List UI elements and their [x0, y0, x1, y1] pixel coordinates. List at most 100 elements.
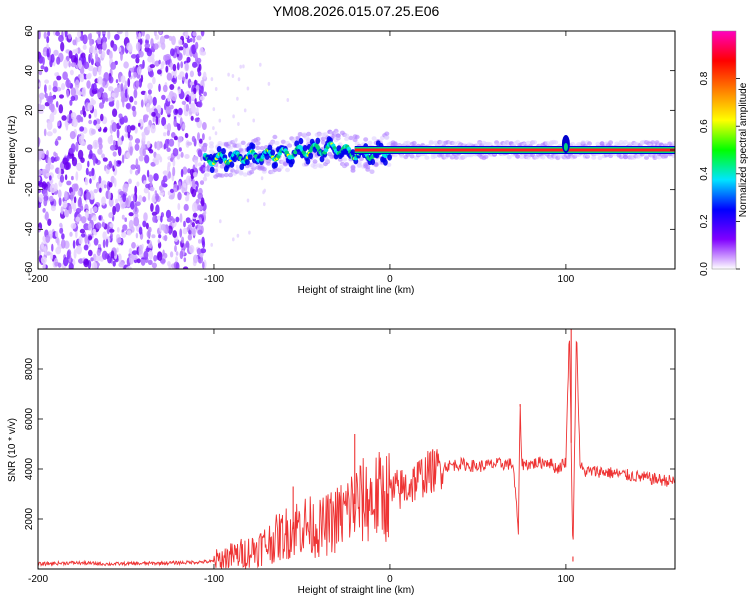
- noise-speck: [148, 260, 153, 265]
- noise-speck: [79, 126, 84, 131]
- noise-speck: [192, 179, 195, 189]
- noise-speck: [183, 221, 186, 228]
- noise-speck: [147, 141, 151, 148]
- track-halo: [598, 156, 603, 160]
- noise-speck: [170, 251, 173, 257]
- noise-speck: [209, 136, 212, 140]
- noise-speck: [184, 204, 189, 211]
- noise-speck: [112, 206, 116, 215]
- track-halo: [412, 141, 417, 145]
- noise-speck: [193, 213, 198, 218]
- colorbar-tick-label: 0.6: [699, 119, 710, 133]
- noise-speck: [113, 140, 116, 146]
- noise-speck: [201, 197, 205, 206]
- noise-speck: [37, 176, 41, 181]
- noise-speck: [110, 233, 113, 239]
- noise-speck: [147, 125, 150, 131]
- track-halo: [275, 141, 280, 145]
- noise-speck: [75, 142, 78, 152]
- noise-speck: [59, 94, 64, 98]
- noise-speck: [86, 80, 90, 89]
- snr-y-label: SNR (10 * v/v): [7, 418, 18, 482]
- noise-speck: [199, 217, 202, 223]
- noise-speck: [83, 44, 87, 50]
- noise-speck: [74, 196, 77, 203]
- noise-speck: [79, 236, 83, 245]
- noise-speck: [65, 28, 68, 38]
- noise-speck: [109, 76, 114, 83]
- noise-speck: [88, 235, 92, 240]
- noise-speck: [109, 229, 115, 233]
- track-halo: [507, 155, 512, 159]
- noise-speck: [63, 59, 68, 68]
- noise-speck: [142, 148, 146, 156]
- noise-speck: [65, 79, 71, 88]
- noise-speck: [72, 184, 78, 190]
- noise-speck: [78, 136, 84, 145]
- noise-speck: [186, 241, 190, 249]
- noise-speck: [172, 218, 175, 223]
- noise-speck: [67, 155, 70, 162]
- track-halo: [256, 141, 261, 145]
- noise-speck: [42, 57, 45, 66]
- noise-speck: [174, 70, 177, 78]
- noise-speck: [102, 222, 105, 228]
- noise-speck: [126, 198, 129, 206]
- noise-speck: [125, 31, 129, 39]
- noise-speck: [97, 249, 101, 256]
- noise-speck: [122, 98, 124, 108]
- noise-speck: [39, 70, 43, 75]
- noise-speck: [203, 177, 207, 182]
- noise-speck: [189, 96, 192, 105]
- noise-speck: [196, 107, 199, 115]
- noise-speck: [110, 145, 116, 151]
- noise-speck: [122, 193, 126, 202]
- noise-speck: [158, 239, 160, 243]
- noise-speck: [172, 167, 175, 177]
- noise-speck: [50, 252, 53, 260]
- noise-speck: [263, 202, 266, 206]
- noise-speck: [197, 248, 201, 255]
- noise-speck: [75, 217, 80, 222]
- noise-speck: [201, 237, 204, 246]
- noise-speck: [53, 128, 57, 133]
- noise-speck: [227, 73, 230, 77]
- noise-speck: [37, 227, 41, 232]
- noise-speck: [183, 47, 186, 55]
- noise-speck: [100, 114, 104, 121]
- noise-speck: [58, 189, 62, 198]
- noise-speck: [168, 171, 171, 179]
- noise-speck: [167, 162, 170, 168]
- noise-speck: [47, 48, 50, 57]
- noise-speck: [113, 44, 118, 52]
- noise-speck: [212, 126, 215, 130]
- noise-speck: [120, 51, 123, 61]
- noise-speck: [91, 129, 96, 135]
- noise-speck: [88, 171, 92, 176]
- track-halo: [355, 135, 360, 139]
- noise-speck: [127, 78, 130, 87]
- noise-speck: [183, 183, 186, 188]
- noise-speck: [123, 116, 127, 123]
- noise-speck: [163, 132, 166, 136]
- noise-speck: [202, 122, 207, 130]
- noise-speck: [157, 251, 162, 261]
- noise-speck: [136, 42, 141, 51]
- track-halo: [279, 165, 284, 169]
- noise-speck: [129, 248, 132, 254]
- track-core: [221, 148, 226, 154]
- noise-speck: [72, 157, 77, 166]
- track-halo: [220, 173, 225, 177]
- noise-speck: [109, 223, 113, 228]
- noise-speck: [82, 34, 87, 44]
- noise-speck: [151, 234, 155, 238]
- noise-speck: [89, 150, 93, 159]
- noise-speck: [102, 251, 108, 260]
- noise-speck: [124, 184, 129, 188]
- noise-speck: [61, 206, 64, 214]
- noise-speck: [80, 229, 85, 234]
- track-halo: [237, 143, 242, 147]
- noise-speck: [97, 76, 103, 85]
- noise-speck: [114, 34, 120, 40]
- colorbar-scale: [712, 31, 736, 269]
